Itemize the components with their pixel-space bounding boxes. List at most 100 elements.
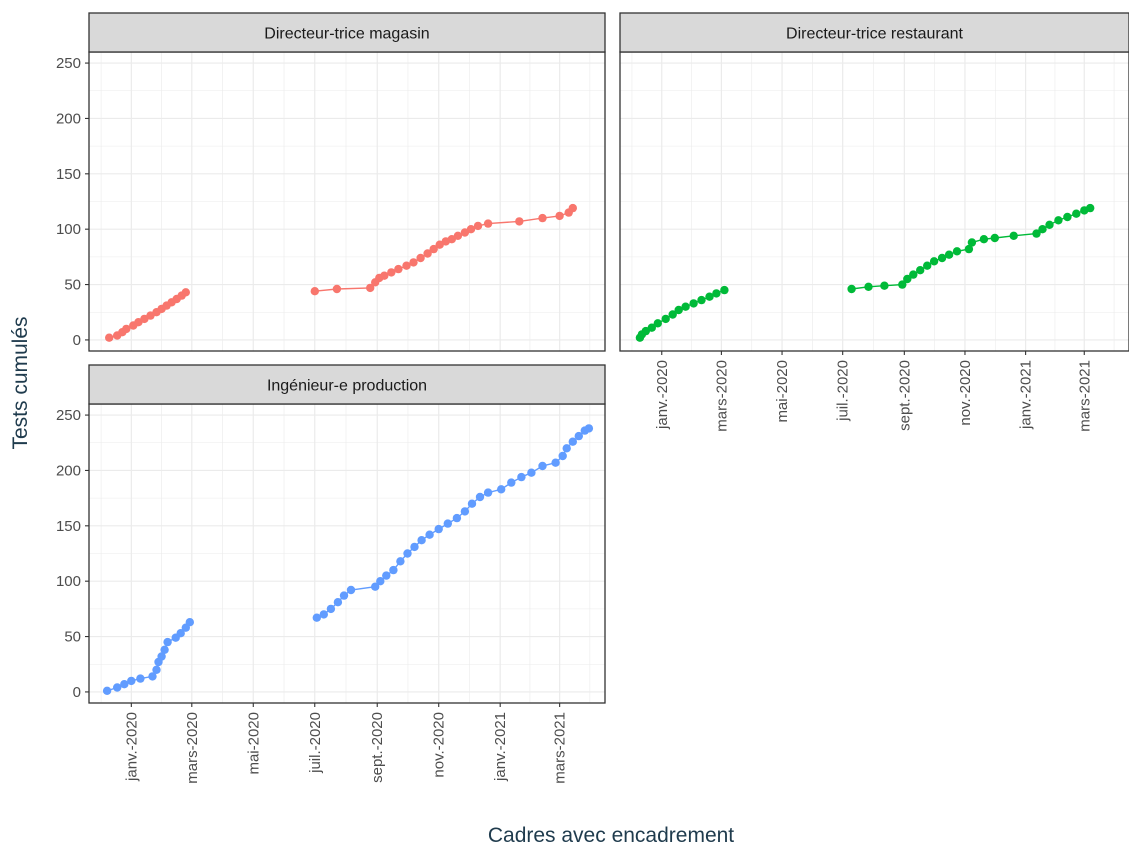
data-point: [1063, 212, 1072, 222]
data-point: [416, 253, 425, 263]
x-tick-label: nov.-2020: [957, 360, 974, 426]
data-point: [555, 211, 564, 221]
data-point: [148, 672, 157, 681]
data-point: [163, 637, 172, 647]
data-point: [538, 461, 547, 471]
data-point: [466, 225, 476, 234]
data-point: [453, 231, 463, 240]
data-point: [113, 683, 122, 692]
data-point: [332, 284, 342, 294]
facet-strip: [88, 12, 606, 53]
data-point: [473, 221, 483, 231]
facet-panel: Directeur-trice magasin 0 50 100 150 200 250: [56, 12, 606, 352]
y-tick-label: 250: [56, 407, 81, 424]
data-point: [720, 285, 729, 295]
data-point: [460, 507, 470, 516]
y-tick-label: 100: [56, 221, 81, 238]
data-point: [402, 261, 411, 270]
data-point: [964, 244, 974, 254]
x-tick-label: mai-2020: [245, 712, 262, 775]
x-tick-label: janv.-2021: [492, 712, 509, 782]
data-point: [1045, 220, 1054, 229]
data-point: [176, 629, 185, 638]
data-point: [864, 282, 873, 291]
data-point: [1086, 203, 1095, 213]
data-point: [423, 249, 432, 258]
data-point: [447, 235, 456, 244]
data-point: [898, 280, 907, 289]
data-point: [396, 557, 405, 566]
data-point: [944, 250, 954, 259]
x-tick-label: janv.-2021: [1018, 360, 1035, 430]
data-point: [387, 268, 396, 277]
y-tick-label: 0: [73, 684, 81, 701]
data-point: [366, 283, 375, 293]
data-point: [475, 492, 485, 502]
y-tick-label: 150: [56, 518, 81, 535]
x-tick-label: mars-2020: [713, 360, 730, 432]
data-point: [102, 686, 112, 695]
data-point: [937, 253, 947, 263]
data-point: [467, 499, 477, 508]
data-point: [160, 645, 169, 654]
data-point: [1038, 225, 1047, 234]
data-point: [371, 582, 380, 591]
y-tick-label: 200: [56, 110, 81, 127]
data-point: [310, 287, 319, 296]
data-point: [339, 591, 349, 600]
data-point: [346, 585, 356, 595]
data-point: [538, 213, 547, 223]
data-point: [527, 468, 536, 477]
data-point: [403, 549, 412, 558]
facet-strip: [619, 12, 1129, 53]
data-point: [653, 319, 662, 328]
data-point: [394, 264, 403, 274]
facet-strip-label: Ingénieur-e production: [267, 378, 427, 395]
data-point: [1072, 209, 1081, 218]
data-point: [967, 238, 977, 247]
data-point: [333, 598, 343, 607]
data-point: [697, 295, 706, 305]
data-point: [903, 274, 912, 284]
data-point: [122, 324, 131, 334]
data-point: [443, 519, 452, 528]
data-point: [674, 305, 683, 315]
y-tick-label: 50: [64, 277, 81, 294]
data-point: [562, 444, 571, 453]
data-point: [647, 323, 656, 332]
data-point: [705, 292, 714, 301]
data-point: [916, 266, 925, 275]
data-point: [1054, 216, 1063, 225]
data-point: [568, 203, 577, 213]
facet-strip: [88, 364, 606, 405]
x-axis-title: Cadres avec encadrement: [488, 824, 734, 845]
data-point: [382, 571, 391, 580]
data-point: [120, 680, 129, 689]
data-point: [551, 458, 560, 467]
data-point: [979, 235, 989, 244]
y-tick-label: 250: [56, 55, 81, 72]
facet-panel: Ingénieur-e production 0 50 100 150 200 250 jan…: [56, 364, 606, 784]
data-point: [417, 536, 426, 545]
data-point: [584, 424, 594, 433]
data-point: [409, 258, 418, 267]
data-point: [668, 310, 677, 319]
data-point: [507, 478, 516, 487]
data-point: [434, 524, 443, 534]
y-tick-label: 50: [64, 629, 81, 646]
x-tick-label: mars-2021: [552, 712, 569, 784]
data-point: [483, 219, 493, 228]
data-point: [497, 485, 506, 494]
y-tick-label: 100: [56, 573, 81, 590]
x-tick-label: janv.-2020: [123, 712, 140, 782]
data-point: [452, 513, 462, 523]
data-point: [429, 244, 438, 254]
data-point: [181, 288, 190, 297]
x-tick-label: mars-2021: [1076, 360, 1093, 432]
data-point: [923, 261, 932, 270]
data-point: [425, 530, 434, 539]
y-tick-label: 150: [56, 166, 81, 183]
data-point: [515, 217, 524, 226]
data-point: [909, 270, 918, 279]
